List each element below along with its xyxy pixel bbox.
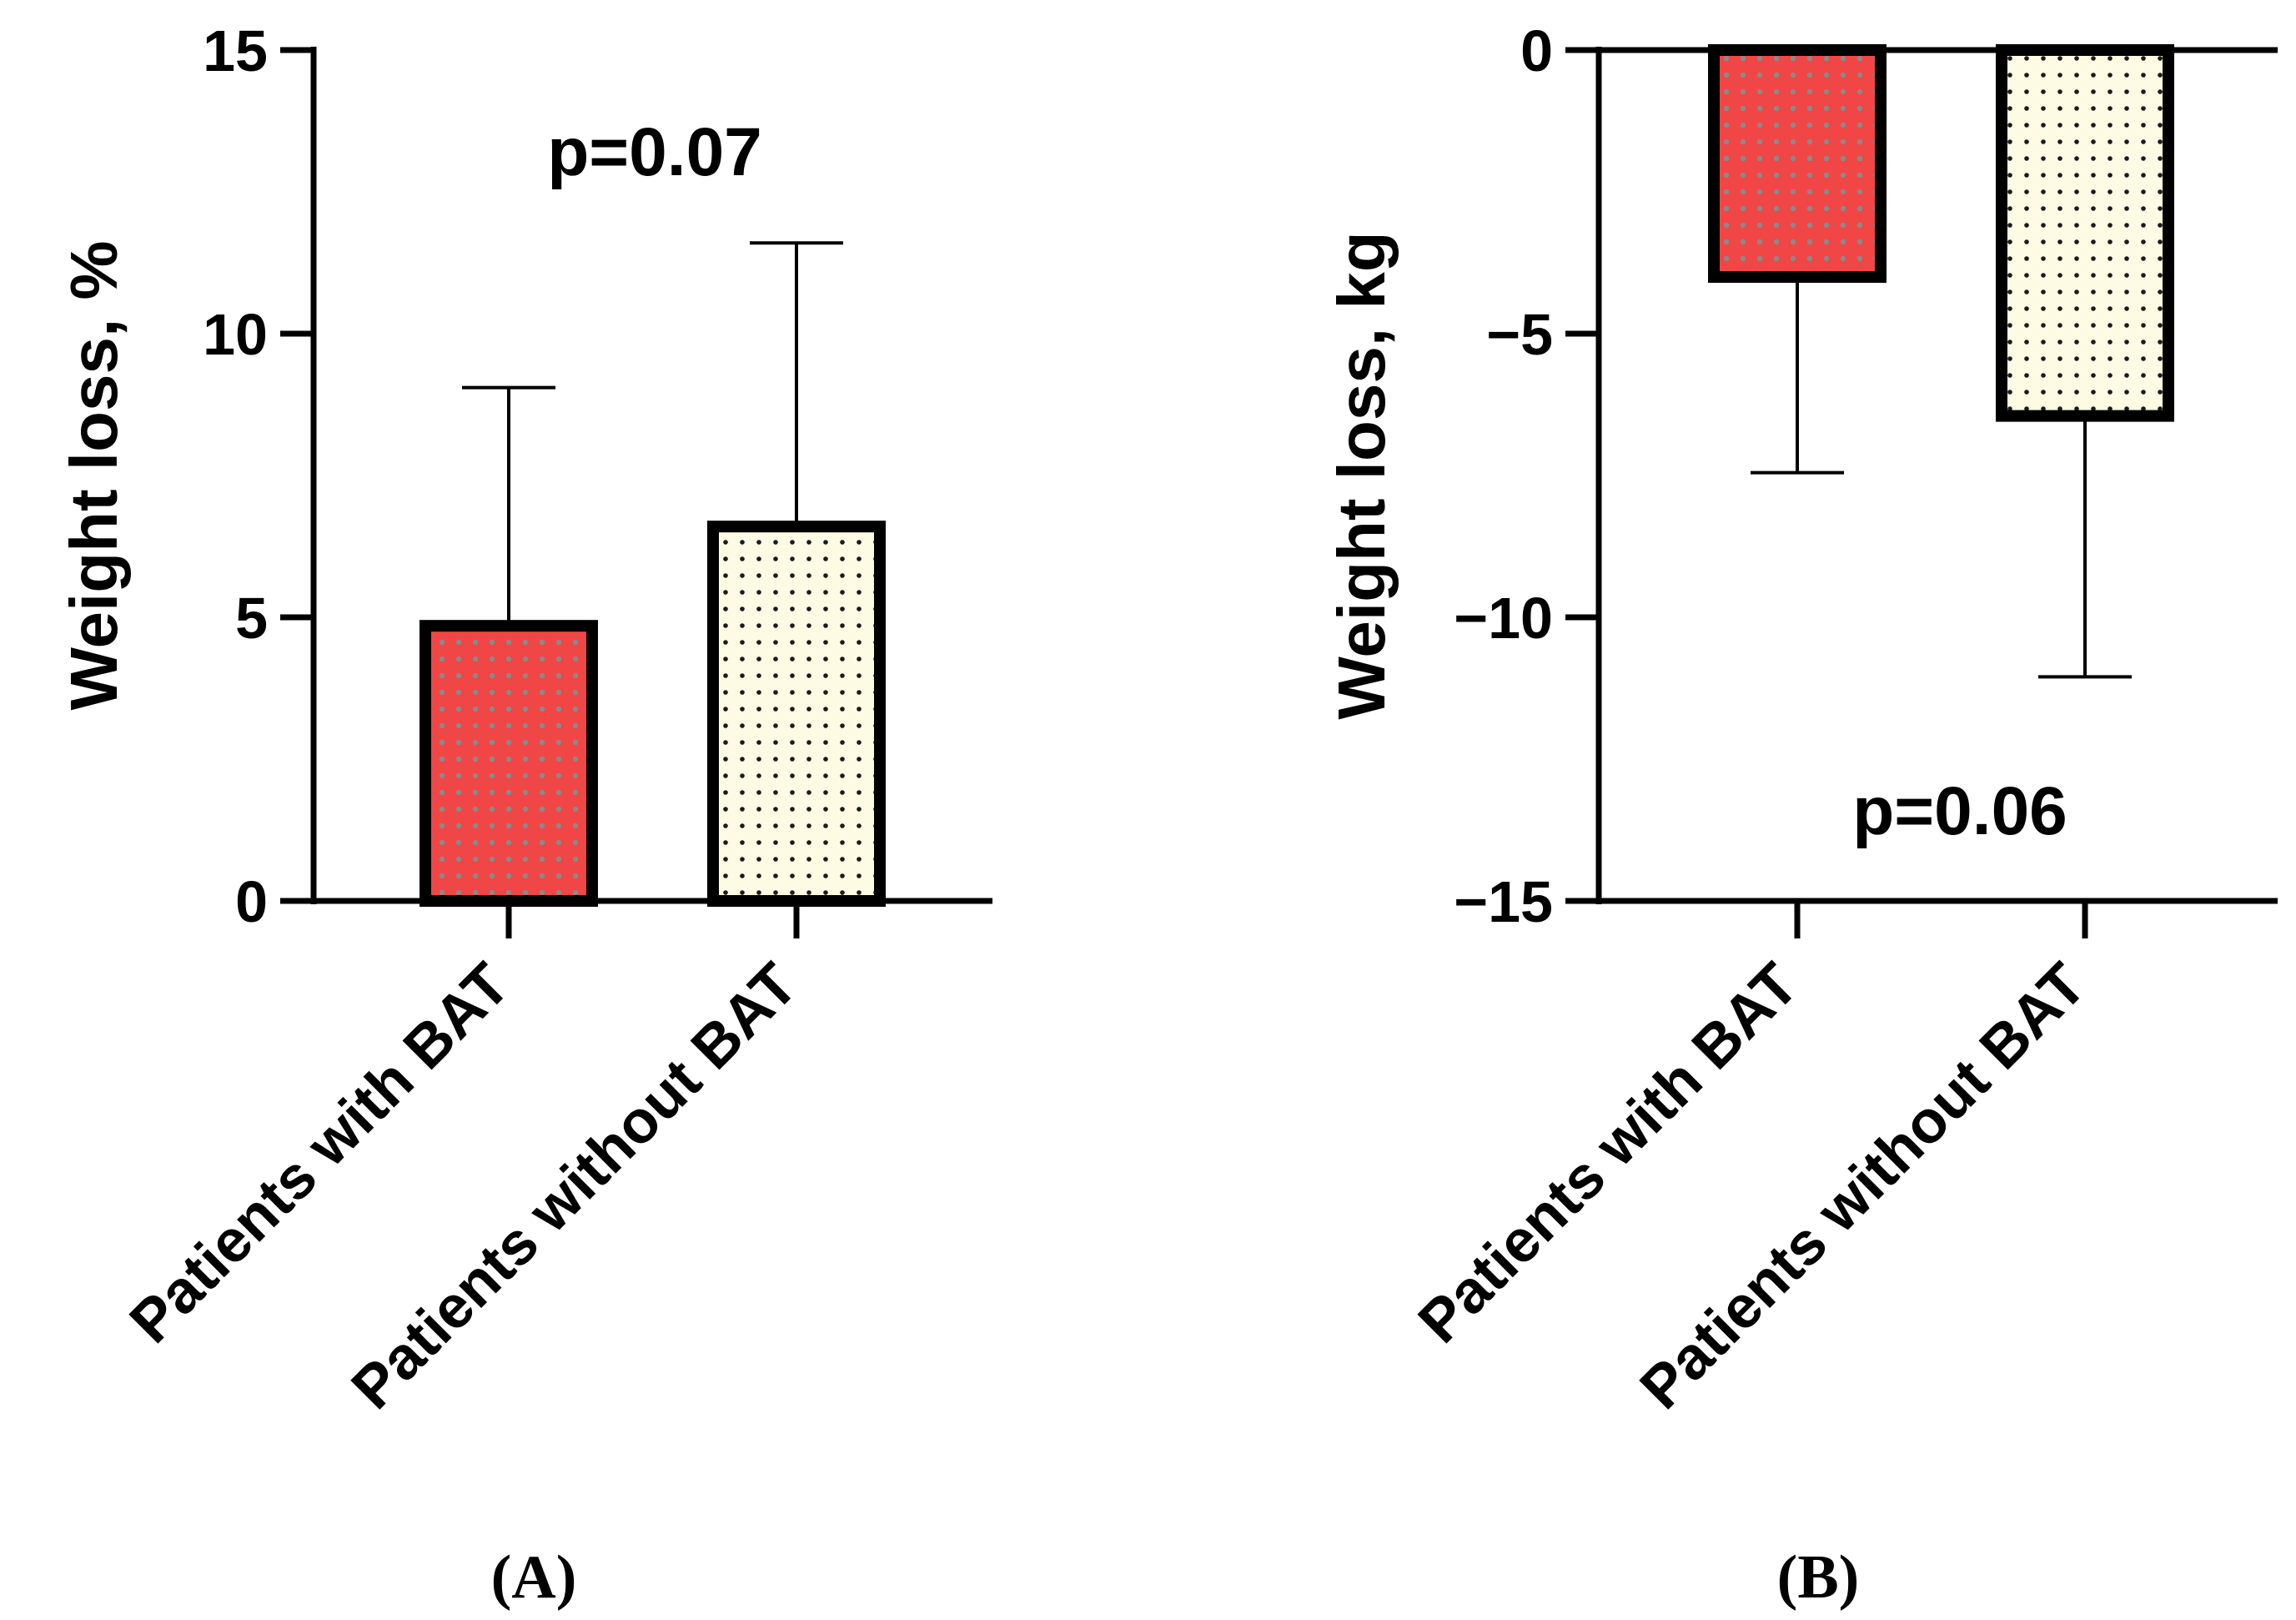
bar-with-bat [420, 620, 598, 907]
y-axis-title: Weight loss, kg [1324, 231, 1399, 719]
y-tick-label: 15 [203, 18, 268, 83]
y-axis-title: Weight loss, % [57, 240, 131, 710]
y-tick-label: −10 [1454, 586, 1553, 651]
y-tick-label: 0 [1520, 18, 1553, 83]
p-value-annotation: p=0.06 [1852, 773, 2067, 849]
panel-label: (A) [491, 1543, 577, 1612]
y-tick-label: 5 [235, 586, 268, 651]
bar-with-bat [1708, 44, 1887, 283]
y-tick-label: 10 [203, 302, 268, 367]
y-tick-label: −15 [1454, 869, 1553, 934]
panel-label: (B) [1777, 1543, 1860, 1612]
y-tick-label: −5 [1486, 302, 1553, 367]
bar-without-bat [1996, 44, 2174, 422]
y-tick-label: 0 [235, 869, 268, 934]
p-value-annotation: p=0.07 [547, 114, 762, 190]
bar-without-bat [707, 521, 886, 907]
